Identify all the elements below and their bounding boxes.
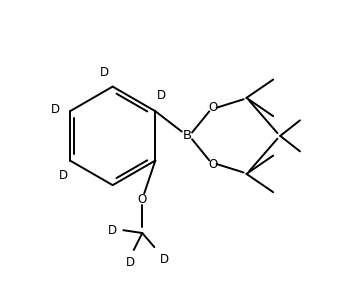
- Text: O: O: [208, 158, 217, 171]
- Text: D: D: [100, 66, 109, 79]
- Text: D: D: [126, 256, 135, 269]
- Text: D: D: [160, 253, 169, 266]
- Text: O: O: [208, 101, 217, 114]
- Text: D: D: [108, 224, 117, 237]
- Text: D: D: [156, 89, 166, 102]
- Text: D: D: [58, 169, 68, 182]
- Text: D: D: [51, 103, 60, 116]
- Text: B: B: [183, 129, 192, 142]
- Text: O: O: [138, 193, 147, 206]
